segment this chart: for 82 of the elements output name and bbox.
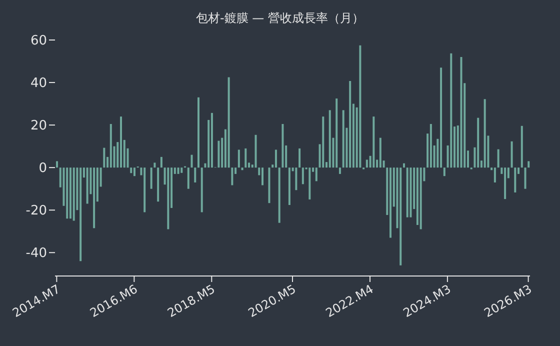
bar <box>494 168 496 182</box>
bar <box>477 118 480 168</box>
bar <box>72 168 75 221</box>
bar <box>406 168 408 218</box>
bar <box>69 168 72 219</box>
bar <box>238 150 240 168</box>
bar <box>338 168 341 174</box>
bar <box>80 168 82 262</box>
bar <box>504 168 506 200</box>
bar <box>349 81 352 168</box>
bar <box>130 168 132 174</box>
bar <box>190 154 193 168</box>
bar <box>231 168 234 186</box>
bar <box>450 53 452 168</box>
bar <box>268 168 270 204</box>
bar <box>440 68 442 168</box>
bar <box>342 110 344 168</box>
bar <box>379 138 382 168</box>
chart-title: 包材-鍍膜 — 營收成長率（月） <box>195 10 365 27</box>
bar <box>274 150 277 168</box>
bar <box>497 149 500 168</box>
bar <box>400 168 402 266</box>
bar <box>144 168 146 212</box>
bar <box>315 168 318 182</box>
y-tick-label: -20 <box>26 204 47 219</box>
bar <box>150 168 152 189</box>
bar <box>295 168 298 190</box>
bar <box>528 161 530 168</box>
y-tick-label: 20 <box>30 118 47 134</box>
bar <box>372 116 375 168</box>
bar <box>443 168 446 176</box>
bar <box>416 168 418 225</box>
bar <box>278 168 280 223</box>
y-tick-label: 60 <box>30 34 47 49</box>
bar <box>167 168 170 230</box>
bar <box>157 168 160 202</box>
bar <box>298 148 301 168</box>
bar <box>308 168 311 200</box>
y-tick-label: 40 <box>30 76 47 92</box>
bar <box>103 148 106 168</box>
bar <box>420 168 422 230</box>
bar <box>254 134 257 168</box>
bar <box>180 168 183 173</box>
bar <box>359 45 362 168</box>
bar <box>93 168 96 228</box>
bar <box>514 168 516 192</box>
bar <box>402 163 405 168</box>
y-tick-label: 0 <box>38 161 47 176</box>
bar <box>86 168 88 204</box>
bar <box>524 168 526 189</box>
bar <box>133 168 136 176</box>
bar <box>366 160 368 168</box>
bar <box>56 161 58 168</box>
bar <box>460 57 462 168</box>
bar <box>288 168 290 205</box>
bar <box>282 124 284 168</box>
bar <box>244 148 247 168</box>
bar <box>187 168 190 189</box>
bar <box>200 168 203 212</box>
y-tick-label: -40 <box>26 246 47 262</box>
bar <box>430 124 432 168</box>
bar <box>328 110 331 168</box>
bar <box>484 99 486 168</box>
bar <box>302 168 304 184</box>
bar <box>154 162 156 168</box>
bar <box>66 168 68 219</box>
bar <box>194 168 196 182</box>
bar <box>110 124 112 168</box>
bar <box>210 112 213 168</box>
bar <box>218 140 220 168</box>
bar <box>160 156 162 168</box>
bar <box>228 77 230 168</box>
bar <box>241 168 244 170</box>
bar <box>322 116 324 168</box>
bar <box>520 126 523 168</box>
bar <box>410 168 412 218</box>
bar <box>177 168 180 174</box>
bar <box>197 97 200 168</box>
bar <box>336 98 338 168</box>
bar <box>261 168 264 186</box>
bar <box>390 168 392 238</box>
bar <box>120 116 122 168</box>
